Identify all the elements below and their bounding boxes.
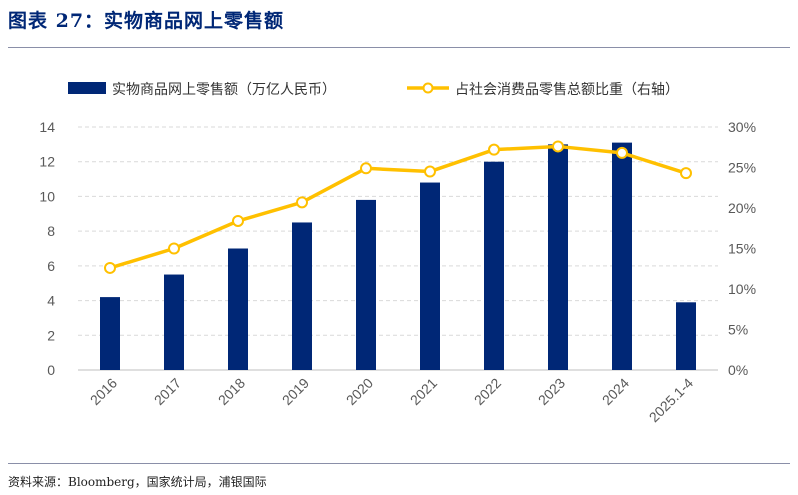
x-tick-label: 2019 — [279, 375, 312, 408]
bar — [356, 199, 376, 370]
x-tick-label: 2025.1-4 — [646, 375, 697, 426]
line-point — [616, 146, 628, 159]
y-left-tick-label: 8 — [47, 223, 55, 239]
figure-header: 图表 27：实物商品网上零售额 — [0, 0, 798, 46]
legend-bar-label: 实物商品网上零售额（万亿人民币） — [112, 82, 336, 98]
line-point — [552, 140, 564, 153]
x-axis: 2016 2017 2018 2019 2020 2021 2022 2023 2024 2025… — [87, 375, 696, 426]
y-right-tick-label: 20% — [728, 200, 756, 216]
line-series — [104, 140, 692, 274]
line-point — [680, 167, 692, 180]
x-tick-label: 2017 — [151, 375, 184, 408]
legend-bar-swatch — [68, 82, 106, 94]
bar — [164, 274, 184, 370]
y-left-tick-label: 6 — [47, 258, 55, 274]
y-axis-right: 0% 5% 10% 15% 20% 25% 30% — [728, 119, 756, 378]
line-point — [168, 242, 180, 255]
top-rule — [8, 47, 790, 48]
line-point — [232, 214, 244, 227]
figure-title: 图表 27：实物商品网上零售额 — [8, 10, 285, 32]
bar — [676, 302, 696, 370]
bar — [484, 161, 504, 370]
y-right-tick-label: 30% — [728, 119, 756, 135]
bar — [292, 222, 312, 370]
y-right-tick-label: 10% — [728, 281, 756, 297]
bar — [100, 297, 120, 370]
legend-line-label: 占社会消费品零售总额比重（右轴） — [455, 82, 679, 98]
line-point — [360, 162, 372, 175]
legend: 实物商品网上零售额（万亿人民币） 占社会消费品零售总额比重（右轴） — [68, 82, 679, 98]
line-point — [104, 261, 116, 274]
bottom-rule — [8, 463, 790, 464]
bar — [420, 182, 440, 370]
bar — [548, 144, 568, 370]
x-tick-label: 2020 — [343, 375, 376, 408]
y-left-tick-label: 0 — [47, 362, 55, 378]
y-left-tick-label: 12 — [39, 154, 55, 170]
x-tick-label: 2021 — [407, 375, 440, 408]
x-tick-label: 2022 — [471, 375, 504, 408]
line-point — [296, 196, 308, 209]
y-right-tick-label: 5% — [728, 322, 748, 338]
line-path — [109, 144, 687, 270]
bar — [228, 248, 248, 370]
line-point — [424, 165, 436, 178]
y-left-tick-label: 4 — [47, 293, 55, 309]
y-left-tick-label: 14 — [39, 119, 55, 135]
bar-series — [100, 142, 696, 370]
x-tick-label: 2018 — [215, 375, 248, 408]
y-axis-left: 0 2 4 6 8 10 12 14 — [39, 119, 55, 378]
y-left-tick-label: 2 — [47, 327, 55, 343]
grid-lines — [78, 126, 718, 371]
y-left-tick-label: 10 — [39, 188, 55, 204]
line-point — [488, 143, 500, 156]
y-right-tick-label: 0% — [728, 362, 748, 378]
x-tick-label: 2023 — [535, 375, 568, 408]
bar — [612, 142, 632, 370]
legend-line-marker — [422, 82, 434, 94]
y-right-tick-label: 25% — [728, 160, 756, 176]
x-tick-label: 2024 — [599, 375, 632, 408]
source-note: 资料来源：Bloomberg，国家统计局，浦银国际 — [8, 475, 267, 489]
y-right-tick-label: 15% — [728, 241, 756, 257]
x-tick-label: 2016 — [87, 375, 120, 408]
